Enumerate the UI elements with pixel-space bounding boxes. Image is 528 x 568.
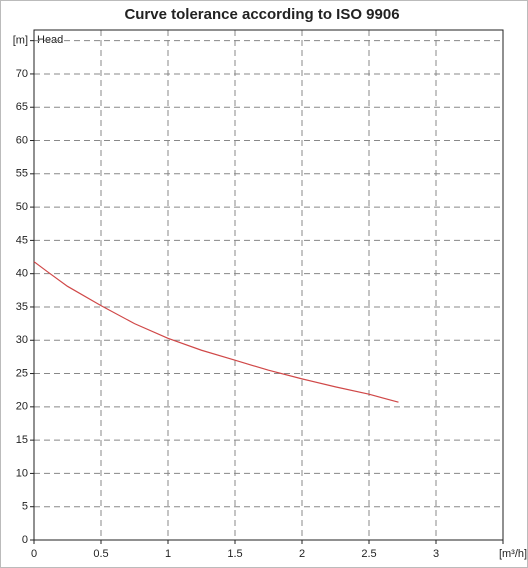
y-tick-label: [m] bbox=[13, 35, 28, 47]
x-tick-label: 2 bbox=[299, 548, 305, 560]
y-tick-label: 40 bbox=[16, 268, 28, 280]
x-tick-label: [m³/h] bbox=[499, 548, 527, 560]
y-tick-label: 55 bbox=[16, 168, 28, 180]
y-tick-label: 5 bbox=[22, 501, 28, 513]
y-tick-label: 25 bbox=[16, 367, 28, 379]
y-tick-label: 30 bbox=[16, 334, 28, 346]
plot-border bbox=[33, 29, 504, 541]
y-tick-label: 20 bbox=[16, 401, 28, 413]
y-tick-label: 60 bbox=[16, 134, 28, 146]
y-tick-label: 10 bbox=[16, 467, 28, 479]
y-tick-label: 45 bbox=[16, 234, 28, 246]
x-tick-label: 1.5 bbox=[227, 548, 242, 560]
y-tick-label: 50 bbox=[16, 201, 28, 213]
x-tick-label: 0.5 bbox=[93, 548, 108, 560]
y-tick-label: 65 bbox=[16, 101, 28, 113]
y-tick-label: 70 bbox=[16, 68, 28, 80]
y-tick-label: 0 bbox=[22, 534, 28, 546]
x-tick-label: 2.5 bbox=[361, 548, 376, 560]
y-axis-label: Head bbox=[37, 34, 63, 46]
y-tick-label: 35 bbox=[16, 301, 28, 313]
chart-title: Curve tolerance according to ISO 9906 bbox=[124, 6, 399, 23]
x-tick-label: 1 bbox=[165, 548, 171, 560]
x-tick-label: 3 bbox=[433, 548, 439, 560]
y-tick-label: 15 bbox=[16, 434, 28, 446]
series-line bbox=[33, 261, 399, 403]
x-tick-label: 0 bbox=[31, 548, 37, 560]
